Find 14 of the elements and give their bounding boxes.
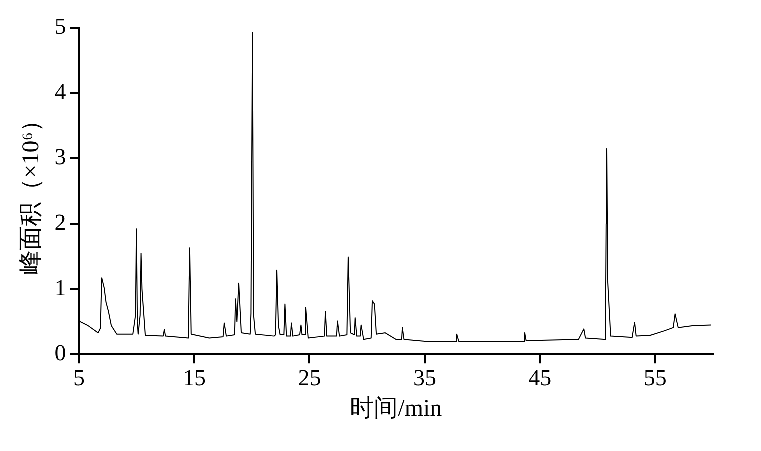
y-tick-label: 1 xyxy=(54,275,66,300)
x-tick-label: 55 xyxy=(644,365,667,390)
x-tick-label: 15 xyxy=(183,365,206,390)
x-tick-label: 5 xyxy=(74,365,86,390)
y-tick-label: 4 xyxy=(54,79,67,104)
x-tick-label: 35 xyxy=(413,365,436,390)
y-tick-label: 5 xyxy=(54,14,66,40)
y-tick-label: 3 xyxy=(54,144,66,170)
x-axis-title: 时间/min xyxy=(350,396,442,422)
x-tick-label: 45 xyxy=(528,365,552,390)
x-tick-label: 25 xyxy=(298,365,322,390)
y-tick-label: 2 xyxy=(54,210,66,236)
y-axis-title: 峰面积（×10⁶） xyxy=(18,108,45,274)
y-tick-label: 0 xyxy=(54,340,66,366)
